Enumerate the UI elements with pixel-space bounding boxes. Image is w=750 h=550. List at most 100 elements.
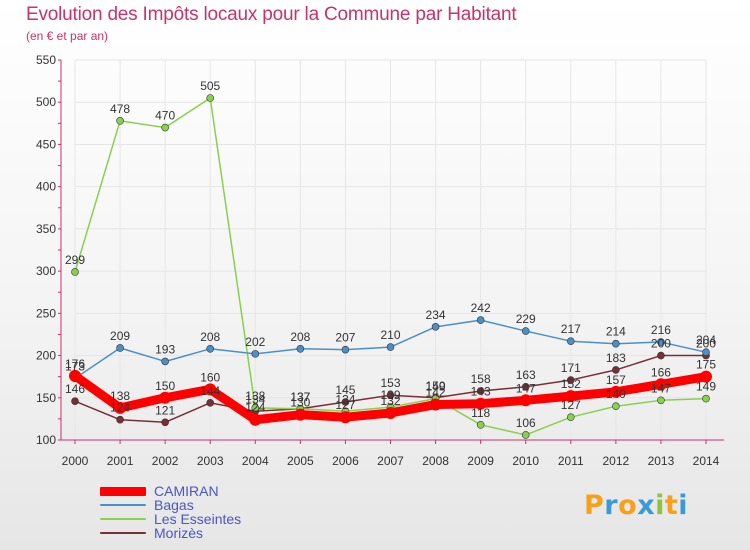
y-tick-label: 250: [36, 306, 56, 320]
legend-item-morizes: Morizès: [100, 526, 241, 540]
data-label: 149: [696, 380, 716, 394]
data-label: 207: [335, 331, 355, 345]
x-tick-label: 2012: [603, 454, 630, 468]
data-point: [702, 394, 710, 403]
data-label: 204: [696, 333, 716, 347]
data-point: [700, 370, 712, 383]
data-point: [386, 391, 395, 400]
data-point: [654, 378, 667, 391]
data-label: 216: [651, 323, 671, 337]
data-label: 124: [245, 401, 265, 415]
data-label: 152: [561, 377, 581, 391]
data-label: 127: [335, 398, 355, 412]
data-label: 158: [471, 372, 491, 386]
data-label: 150: [426, 379, 446, 393]
x-tick-label: 2001: [107, 454, 134, 468]
data-point: [657, 351, 665, 360]
chart-legend: CAMIRAN Bagas Les Esseintes Morizès: [100, 484, 241, 540]
data-point: [71, 397, 79, 405]
data-label: 200: [651, 337, 671, 351]
data-label: 147: [516, 381, 536, 395]
logo-letter: P: [584, 490, 605, 521]
data-label: 478: [110, 102, 130, 116]
y-tick-label: 300: [36, 264, 56, 278]
data-label: 106: [516, 416, 536, 430]
data-point: [384, 406, 397, 419]
x-tick-label: 2009: [467, 454, 494, 468]
data-label: 163: [516, 368, 536, 382]
data-label: 200: [696, 337, 716, 351]
data-point: [206, 399, 215, 407]
data-label: 242: [471, 301, 491, 315]
data-label: 144: [200, 384, 220, 398]
data-label: 150: [155, 379, 175, 393]
data-label: 217: [561, 322, 581, 336]
data-point: [294, 408, 307, 421]
data-label: 138: [245, 389, 265, 403]
legend-label-les-esseintes: Les Esseintes: [154, 511, 242, 527]
data-label: 149: [426, 380, 446, 394]
data-label: 175: [696, 358, 716, 372]
data-label: 210: [380, 328, 400, 342]
data-point: [474, 397, 487, 410]
data-label: 132: [380, 394, 400, 408]
data-label: 208: [290, 330, 310, 344]
data-label: 166: [651, 365, 671, 379]
data-label: 137: [290, 390, 310, 404]
x-tick-label: 2002: [152, 454, 179, 468]
data-label: 173: [65, 359, 85, 373]
data-point: [69, 369, 81, 382]
y-tick-label: 500: [36, 95, 56, 109]
logo-letter: i: [678, 490, 689, 521]
data-label: 234: [426, 308, 446, 322]
data-label: 214: [606, 325, 626, 339]
y-tick-label: 400: [36, 180, 56, 194]
data-label: 183: [606, 351, 626, 365]
data-point: [612, 366, 620, 374]
data-point: [566, 376, 575, 384]
data-label: 202: [245, 335, 265, 349]
data-point: [566, 337, 575, 346]
data-label: 121: [155, 403, 175, 417]
logo-letter: t: [664, 490, 679, 521]
data-label: 134: [335, 392, 355, 406]
legend-label-bagas: Bagas: [154, 497, 194, 513]
logo-letter: o: [618, 490, 638, 521]
chart-subtitle: (en € et par an): [26, 29, 109, 43]
x-tick-label: 2003: [197, 454, 224, 468]
y-tick-label: 450: [36, 137, 56, 151]
data-label: 146: [65, 382, 85, 396]
data-label: 153: [380, 376, 400, 390]
data-point: [116, 415, 124, 424]
data-label: 143: [471, 385, 491, 399]
data-point: [341, 345, 350, 354]
data-label: 147: [651, 381, 671, 395]
data-point: [476, 316, 485, 324]
data-point: [519, 394, 532, 407]
data-point: [429, 398, 442, 411]
data-point: [339, 411, 352, 424]
data-label: 118: [471, 406, 490, 420]
x-tick-label: 2014: [693, 454, 720, 468]
data-point: [204, 383, 217, 396]
data-point: [612, 339, 620, 348]
logo-letter: r: [604, 490, 619, 521]
chart-title: Evolution des Impôts locaux pour la Comm…: [26, 4, 517, 25]
data-point: [657, 338, 665, 346]
data-label: 193: [155, 342, 175, 356]
data-point: [114, 401, 127, 414]
y-tick-label: 200: [36, 349, 56, 363]
data-label: 160: [200, 370, 220, 384]
y-tick-label: 550: [36, 53, 56, 67]
data-point: [521, 431, 530, 439]
data-label: 130: [290, 396, 310, 410]
data-label: 208: [200, 330, 220, 344]
data-point: [71, 268, 79, 276]
data-label: 229: [516, 312, 536, 326]
legend-swatch-morizes: [100, 532, 146, 534]
y-tick-label: 100: [36, 433, 56, 447]
line-chart: 100 150 200 250 300 350 400 450 500 550 2000 2001 20…: [36, 53, 724, 468]
data-label: 140: [606, 387, 626, 401]
data-label: 127: [561, 398, 581, 412]
data-label: 134: [245, 392, 265, 406]
